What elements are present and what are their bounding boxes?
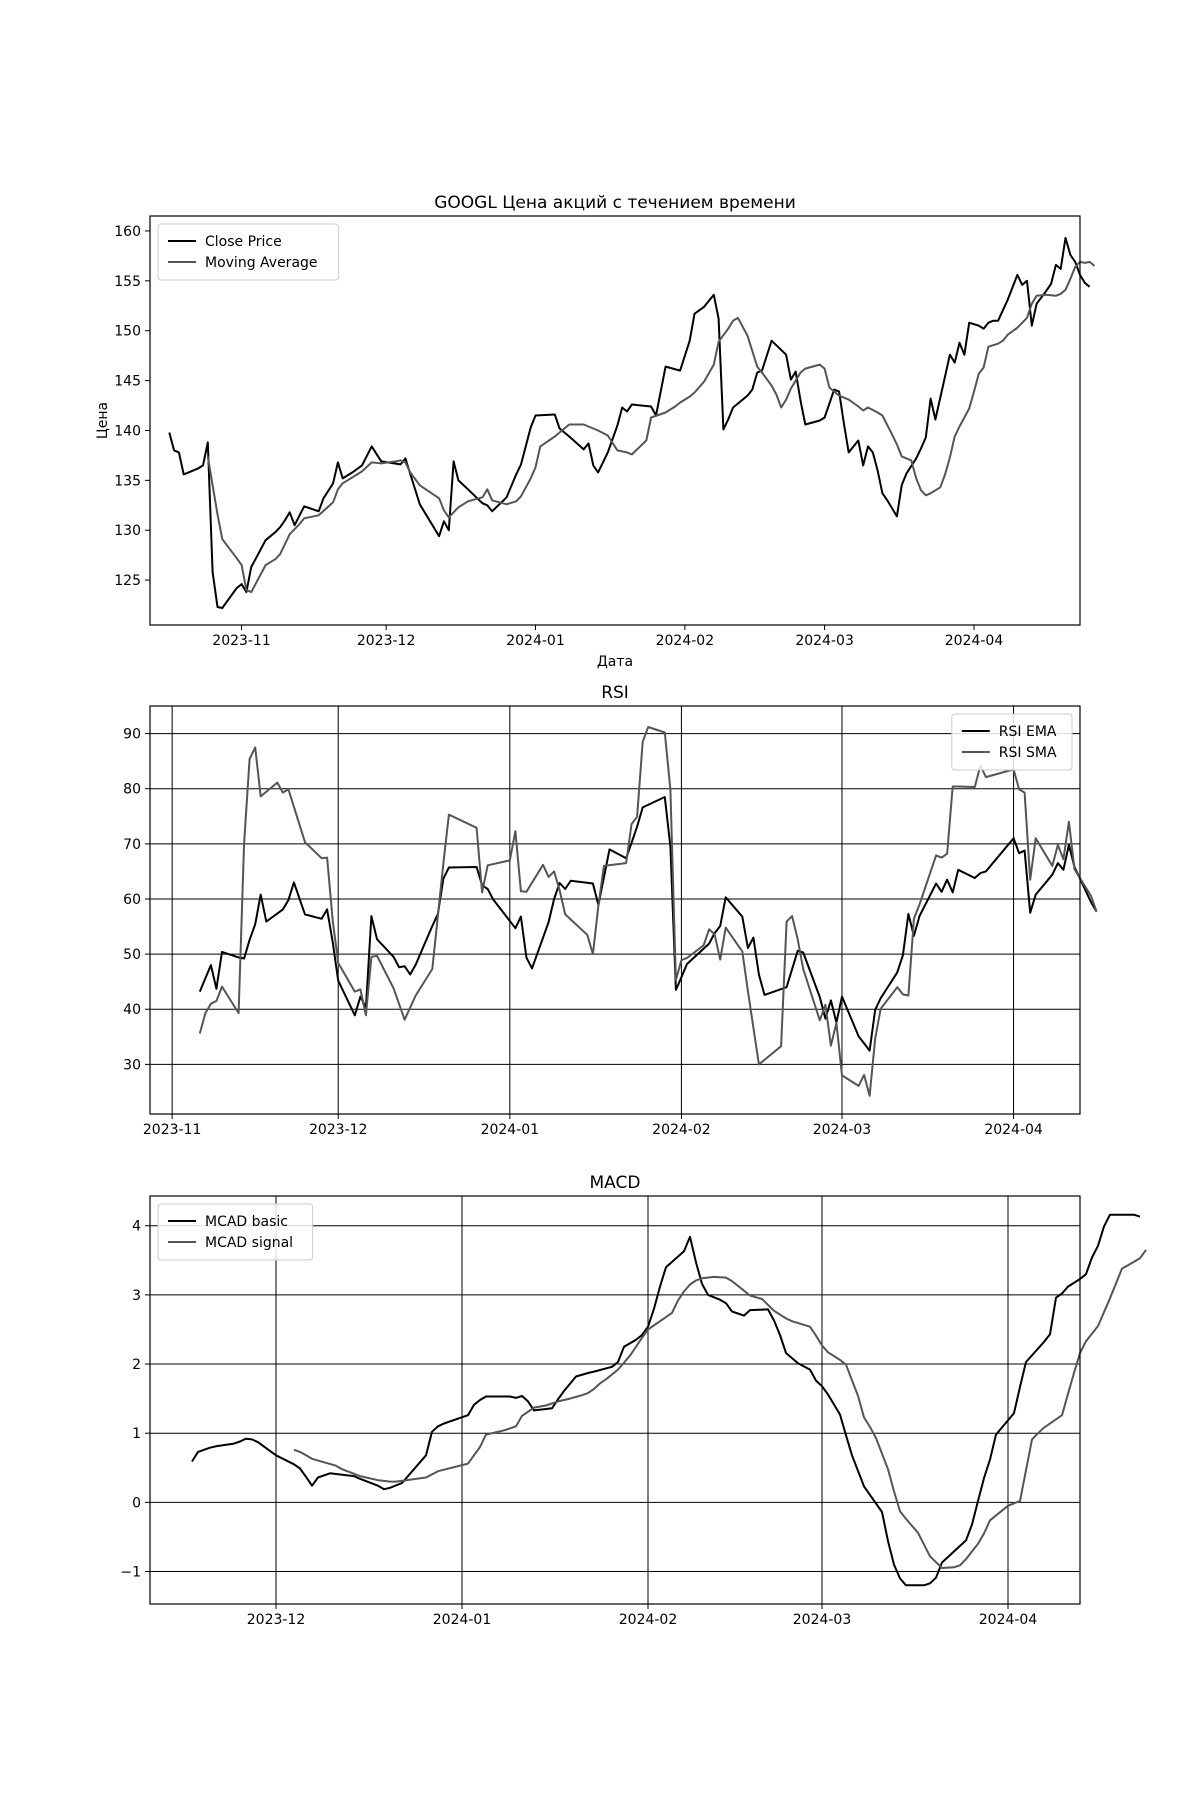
y-tick-label: 70	[123, 837, 141, 853]
series-line-mcad-signal	[293, 1249, 1147, 1569]
legend-box	[157, 1203, 314, 1261]
y-tick-label: 90	[123, 727, 141, 743]
axes-frame	[149, 215, 1081, 626]
legend-box	[951, 713, 1073, 771]
series-line-rsi-sma	[198, 726, 1098, 1097]
x-tick-label: 2023-11	[212, 633, 271, 649]
legend: MCAD basic MCAD signal	[157, 1203, 314, 1261]
x-tick-label: 2024-04	[979, 1612, 1038, 1628]
series-line-close-price	[168, 236, 1091, 609]
y-tick-label: 160	[114, 224, 141, 240]
series-line-rsi-ema	[198, 796, 1098, 1052]
y-tick-label: 150	[114, 324, 141, 340]
y-tick-label: 155	[114, 274, 141, 290]
x-tick-label: 2024-03	[795, 633, 854, 649]
legend-label: Moving Average	[205, 255, 318, 271]
y-tick-label: 3	[132, 1288, 141, 1304]
y-axis-label: Цена	[95, 402, 111, 439]
x-tick-label: 2024-01	[433, 1612, 492, 1628]
legend-label: MCAD basic	[205, 1214, 288, 1230]
x-tick-label: 2024-03	[793, 1612, 852, 1628]
x-tick-label: 2023-12	[247, 1612, 306, 1628]
x-axis-label: Дата	[597, 654, 633, 670]
y-tick-label: 1	[132, 1426, 141, 1442]
chart-title: GOOGL Цена акций с течением времени	[434, 193, 796, 213]
macd-chart: 2023-12 2024-01 2024-02 2024-03 2024-04 −1 0 1 2…	[120, 1173, 1147, 1628]
x-tick-label: 2024-04	[984, 1122, 1043, 1138]
x-tick-label: 2024-04	[945, 633, 1004, 649]
y-tick-label: 130	[114, 523, 141, 539]
y-tick-label: 30	[123, 1057, 141, 1073]
y-tick-label: 145	[114, 374, 141, 390]
y-tick-label: 40	[123, 1002, 141, 1018]
series-line-mcad-basic	[191, 1213, 1141, 1587]
x-tick-label: 2023-12	[357, 633, 416, 649]
chart-title: MACD	[590, 1173, 641, 1193]
y-tick-label: 135	[114, 473, 141, 489]
legend-label: MCAD signal	[205, 1235, 293, 1251]
chart-title: RSI	[601, 683, 629, 703]
x-tick-label: 2024-02	[652, 1122, 711, 1138]
axes-frame	[149, 705, 1081, 1115]
y-tick-label: 80	[123, 782, 141, 798]
series-line-moving-average	[206, 260, 1096, 594]
y-tick-label: 50	[123, 947, 141, 963]
axes-frame	[149, 1195, 1081, 1605]
x-tick-label: 2024-03	[813, 1122, 872, 1138]
x-tick-label: 2024-01	[481, 1122, 540, 1138]
y-tick-label: 0	[132, 1495, 141, 1511]
legend-label: RSI SMA	[999, 745, 1057, 761]
legend-label: RSI EMA	[999, 724, 1057, 740]
y-tick-label: 140	[114, 423, 141, 439]
legend: Close Price Moving Average	[157, 223, 339, 281]
y-tick-label: −1	[120, 1564, 141, 1580]
x-tick-label: 2023-12	[309, 1122, 368, 1138]
legend-label: Close Price	[205, 234, 282, 250]
price-chart: 2023-11 2023-12 2024-01 2024-02 2024-03 2024-…	[95, 193, 1096, 670]
x-tick-label: 2024-01	[506, 633, 565, 649]
legend-box	[157, 223, 339, 281]
x-tick-label: 2024-02	[656, 633, 715, 649]
rsi-chart: 2023-11 2023-12 2024-01 2024-02 2024-03 2024-…	[123, 683, 1098, 1138]
x-tick-label: 2024-02	[619, 1612, 678, 1628]
y-tick-label: 2	[132, 1357, 141, 1373]
y-tick-label: 60	[123, 892, 141, 908]
x-tick-label: 2023-11	[143, 1122, 202, 1138]
y-tick-label: 4	[132, 1219, 141, 1235]
y-tick-label: 125	[114, 573, 141, 589]
legend: RSI EMA RSI SMA	[951, 713, 1073, 771]
